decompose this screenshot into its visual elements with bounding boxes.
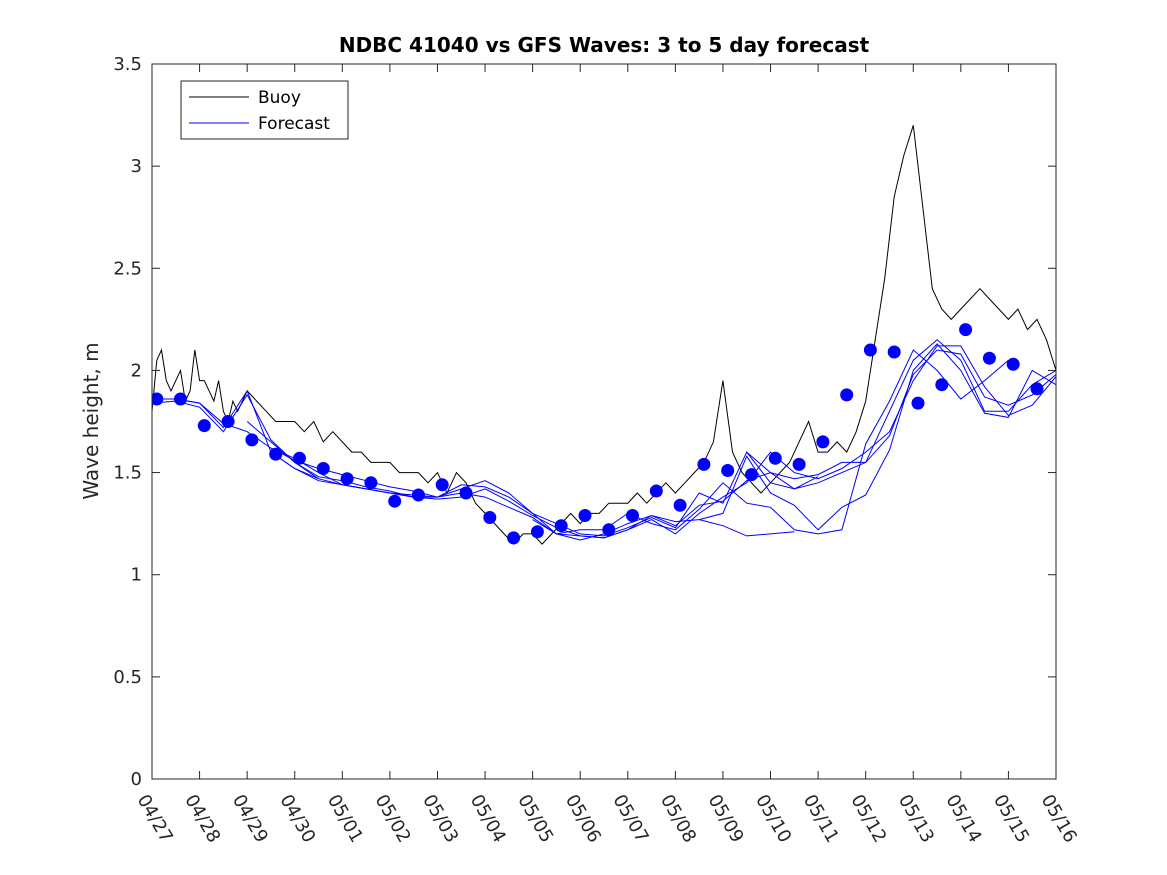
forecast-point <box>578 509 592 522</box>
forecast-point <box>887 345 901 359</box>
forecast-point <box>316 462 330 475</box>
forecast-point <box>293 451 306 465</box>
forecast-line-5 <box>246 421 319 480</box>
y-axis-title: Wave height, m <box>79 342 103 499</box>
y-tick-label: 0.5 <box>113 667 142 688</box>
forecast-point <box>1006 357 1020 371</box>
forecast-point <box>649 484 663 498</box>
forecast-point <box>602 523 616 537</box>
legend: Buoy Forecast <box>180 80 349 140</box>
forecast-point <box>911 396 925 410</box>
forecast-point <box>364 476 378 490</box>
y-tick-label: 3 <box>131 156 142 177</box>
forecast-point <box>483 511 497 524</box>
forecast-point <box>530 525 544 539</box>
forecast-line-7 <box>699 519 795 537</box>
forecast-point <box>435 478 449 492</box>
axes-box <box>151 63 1057 780</box>
forecast-point <box>935 378 949 392</box>
forecast-point <box>792 457 806 471</box>
forecast-point <box>1030 382 1044 396</box>
forecast-point <box>745 468 758 482</box>
forecast-point <box>721 464 735 477</box>
chart-title: NDBC 41040 vs GFS Waves: 3 to 5 day fore… <box>339 33 870 57</box>
y-tick-label: 2 <box>131 360 142 381</box>
forecast-point <box>626 509 639 522</box>
y-tick-label: 2.5 <box>113 258 142 279</box>
forecast-point <box>197 419 211 433</box>
plot-area <box>152 64 1056 779</box>
forecast-line-2 <box>152 339 1056 537</box>
y-tick-label: 3.5 <box>113 54 142 75</box>
forecast-point <box>673 498 687 512</box>
forecast-point <box>459 486 473 500</box>
forecast-point <box>245 433 259 447</box>
forecast-point <box>863 343 877 357</box>
y-tick-label: 1.5 <box>113 463 142 484</box>
forecast-point <box>697 457 711 471</box>
y-axis: 0 0.5 1 1.5 2 2.5 3 3.5 <box>113 54 1056 790</box>
forecast-line-8 <box>746 451 819 490</box>
forecast-point <box>840 388 854 402</box>
forecast-point <box>340 472 354 486</box>
forecast-point <box>269 447 283 461</box>
forecast-point <box>768 451 782 465</box>
legend-buoy-label: Buoy <box>258 88 301 108</box>
forecast-point <box>388 494 402 508</box>
legend-forecast-label: Forecast <box>258 114 330 134</box>
y-tick-label: 0 <box>131 769 142 790</box>
y-tick-label: 1 <box>131 565 142 586</box>
forecast-point <box>152 392 164 406</box>
forecast-point <box>221 415 235 428</box>
forecast-point <box>816 435 830 449</box>
data-layer <box>152 125 1056 545</box>
forecast-point <box>959 323 973 337</box>
forecast-point <box>507 531 521 545</box>
forecast-point <box>174 392 187 406</box>
forecast-point <box>554 519 568 533</box>
forecast-point <box>411 488 425 502</box>
legend-box <box>180 80 349 140</box>
series-group <box>152 125 1056 545</box>
forecast-point <box>982 351 996 365</box>
